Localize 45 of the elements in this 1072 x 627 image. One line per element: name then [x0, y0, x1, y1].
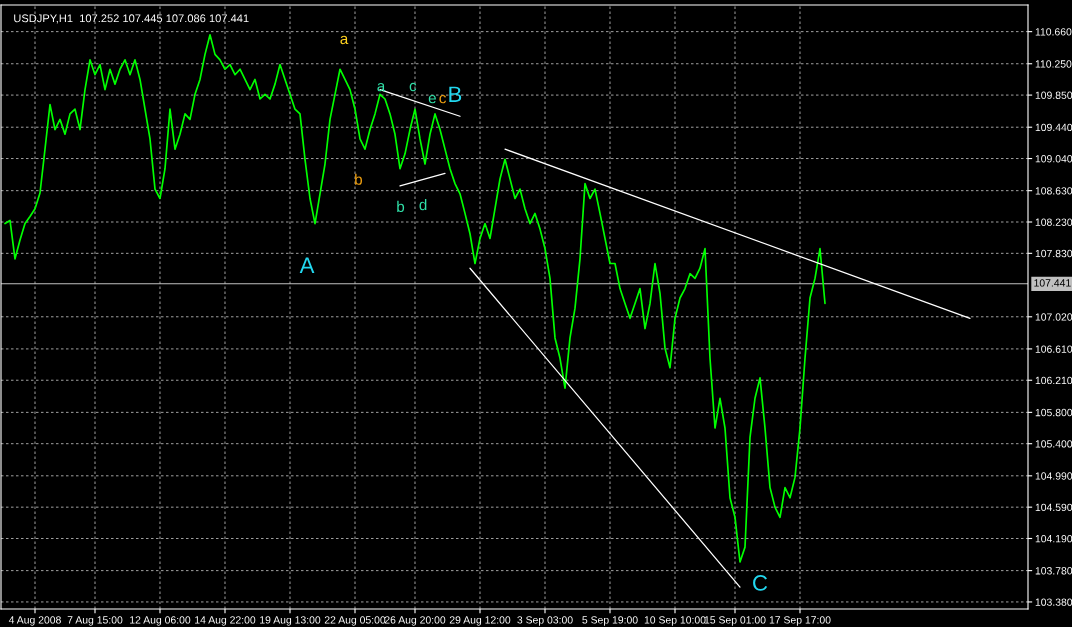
x-tick-label: 14 Aug 22:00 [195, 616, 256, 626]
annotation: b [355, 173, 362, 185]
y-tick-label: 107.830 [1035, 249, 1072, 258]
line-series [4, 33, 826, 563]
annotation: B [449, 86, 462, 102]
y-tick-label: 109.440 [1035, 123, 1072, 132]
ref-line-label: 107.441 [1034, 279, 1071, 287]
y-tick-label: 108.630 [1035, 187, 1072, 195]
x-tick-label: 22 Aug 05:00 [324, 616, 386, 626]
y-tick-label: 104.590 [1035, 503, 1072, 512]
annotation: d [419, 199, 427, 211]
y-tick-label: 106.610 [1035, 345, 1072, 353]
x-tick-label: 7 Aug 15:00 [67, 616, 123, 626]
annotation: a [377, 82, 386, 92]
x-tick-label: 26 Aug 20:00 [384, 616, 446, 626]
annotation: c [439, 94, 447, 104]
y-tick-label: 110.250 [1035, 60, 1072, 68]
y-tick-label: 107.020 [1035, 313, 1072, 321]
y-tick-label: 108.230 [1035, 218, 1072, 226]
y-tick-label: 104.990 [1035, 472, 1072, 480]
annotation: c [409, 82, 417, 92]
x-tick-label: 3 Sep 03:00 [517, 616, 573, 626]
x-tick-label: 15 Sep 01:00 [704, 616, 766, 626]
annotation: e [428, 94, 436, 104]
text: USDJPY,H1 107.252 107.445 107.086 107.441 [14, 14, 249, 24]
y-tick-label: 103.380 [1035, 598, 1072, 606]
annotation: a [340, 35, 349, 45]
y-tick-label: 106.210 [1035, 376, 1072, 385]
x-tick-label: 17 Sep 17:00 [769, 616, 831, 626]
x-tick-label: 10 Sep 10:00 [644, 616, 706, 626]
y-tick-label: 105.800 [1035, 408, 1072, 417]
annotation: C [753, 575, 768, 591]
y-tick-label: 109.850 [1035, 91, 1072, 99]
x-tick-label: 29 Aug 12:00 [449, 616, 511, 626]
y-tick-label: 110.660 [1035, 28, 1072, 36]
y-tick-label: 104.190 [1035, 534, 1072, 543]
annotation: A [299, 257, 315, 273]
x-tick-label: 19 Aug 13:00 [260, 616, 321, 626]
y-tick-label: 105.400 [1035, 440, 1072, 448]
x-tick-label: 5 Sep 19:00 [582, 616, 638, 626]
y-tick-label: 109.040 [1035, 155, 1072, 163]
y-tick-label: 103.780 [1035, 567, 1072, 575]
x-tick-label: 12 Aug 06:00 [130, 616, 191, 626]
x-tick-label: 4 Aug 2008 [8, 616, 61, 626]
annotation: b [397, 200, 405, 213]
